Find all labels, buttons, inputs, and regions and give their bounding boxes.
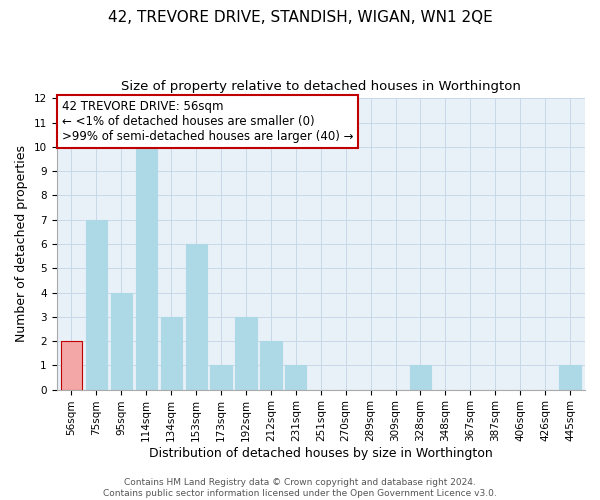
X-axis label: Distribution of detached houses by size in Worthington: Distribution of detached houses by size … <box>149 447 493 460</box>
Bar <box>211 366 232 390</box>
Bar <box>111 292 132 390</box>
Bar <box>161 317 182 390</box>
Bar <box>285 366 307 390</box>
Bar <box>136 147 157 390</box>
Bar <box>235 317 257 390</box>
Bar <box>260 341 281 390</box>
Title: Size of property relative to detached houses in Worthington: Size of property relative to detached ho… <box>121 80 521 93</box>
Bar <box>86 220 107 390</box>
Text: 42, TREVORE DRIVE, STANDISH, WIGAN, WN1 2QE: 42, TREVORE DRIVE, STANDISH, WIGAN, WN1 … <box>107 10 493 25</box>
Bar <box>410 366 431 390</box>
Bar <box>61 341 82 390</box>
Bar <box>185 244 207 390</box>
Bar <box>559 366 581 390</box>
Text: 42 TREVORE DRIVE: 56sqm
← <1% of detached houses are smaller (0)
>99% of semi-de: 42 TREVORE DRIVE: 56sqm ← <1% of detache… <box>62 100 353 143</box>
Y-axis label: Number of detached properties: Number of detached properties <box>15 146 28 342</box>
Text: Contains HM Land Registry data © Crown copyright and database right 2024.
Contai: Contains HM Land Registry data © Crown c… <box>103 478 497 498</box>
